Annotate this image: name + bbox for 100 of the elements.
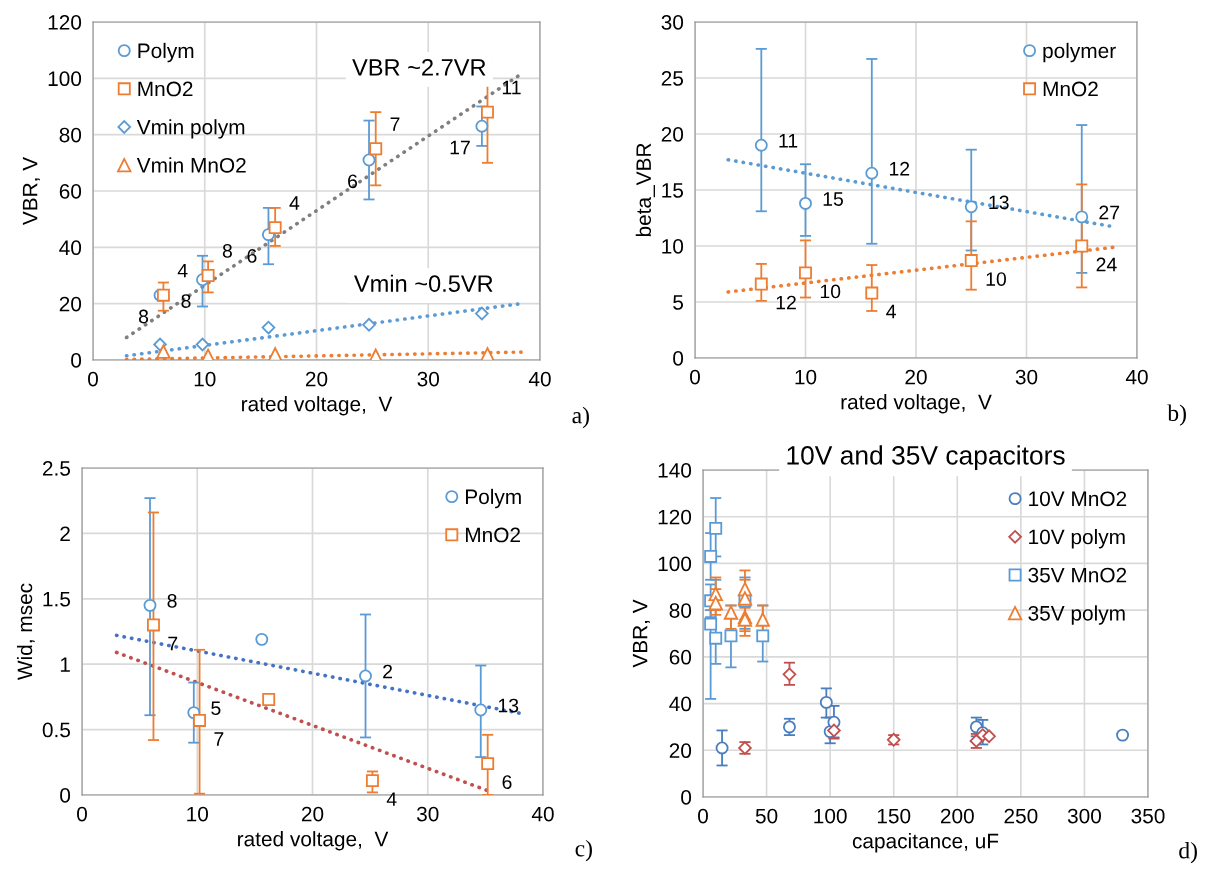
annotation: 12 [889,161,910,176]
x-tick-label: 40 [528,371,551,387]
annotation: 4 [886,304,896,319]
y-tick-label: 0.5 [42,722,71,738]
x-tick-label: 20 [301,806,324,822]
y-tick-label: 100 [48,71,82,87]
y-axis-title: VBR, V [22,156,40,226]
annotation: 4 [386,792,397,806]
annotation: VBR ~2.7VR [352,58,486,76]
annotation: 10 [986,272,1007,286]
legend-label: 35V MnO2 [1028,567,1127,583]
x-tick-label: 40 [531,806,554,822]
x-tick-label: 30 [1015,369,1038,385]
y-tick-label: 0 [71,353,82,368]
x-tick-label: 30 [417,371,440,387]
annotation: 8 [181,294,191,308]
x-tick-label: 0 [698,808,708,824]
annotation: 11 [502,80,521,95]
annotation: 2 [383,664,393,679]
annotation: 6 [348,174,358,189]
annotation: 6 [247,249,257,263]
x-axis-title: rated voltage, V [238,831,389,851]
x-tick-label: 30 [416,806,439,822]
y-tick-label: 80 [669,603,692,618]
y-tick-label: 0 [60,788,71,803]
y-tick-label: 2.5 [42,461,71,476]
annotation: 7 [214,732,224,746]
legend-label: 35V polym [1028,605,1125,625]
annotation: 10 [820,284,841,299]
x-axis-title: rated voltage, V [242,396,393,416]
legend-label: MnO2 [465,527,520,543]
text: b) [1167,404,1186,426]
x-axis-title: rated voltage, V [841,394,992,414]
annotation: 27 [1099,205,1120,220]
y-tick-label: 120 [48,15,82,30]
annotation: 15 [823,192,843,206]
y-tick-label: 20 [669,743,692,759]
annotation: 17 [450,140,470,155]
text: d) [1179,841,1197,864]
y-axis-title: Wid, msec [16,583,35,681]
annotation: 5 [211,701,221,716]
y-tick-label: 0 [681,790,692,805]
annotation: 8 [222,244,232,258]
x-tick-label: 20 [905,369,927,385]
x-tick-label: 350 [1131,808,1165,824]
legend-label: Polym [138,42,194,63]
y-tick-label: 2 [60,526,70,541]
y-axis-title: beta_VBR [635,143,655,237]
annotation: 11 [779,134,798,148]
legend-label: polymer [1043,42,1116,63]
y-tick-label: 100 [658,556,692,572]
y-tick-label: 60 [669,649,692,665]
x-tick-label: 10 [194,371,216,387]
y-tick-label: 40 [669,696,692,712]
x-tick-label: 200 [940,808,974,824]
y-tick-label: 80 [59,127,82,143]
annotation: 7 [390,117,400,131]
x-tick-label: 0 [88,371,98,387]
x-tick-label: 50 [755,808,778,824]
x-tick-label: 10 [187,806,209,822]
x-tick-label: 300 [1067,808,1101,824]
y-tick-label: 20 [661,127,684,142]
annotation: 8 [167,594,177,608]
legend-label: Vmin polym [136,119,245,139]
y-tick-label: 30 [661,15,684,30]
annotation: 4 [177,263,188,278]
annotation: 13 [498,698,519,713]
x-tick-label: 40 [1125,369,1148,385]
text: a) [572,406,589,429]
y-tick-label: 120 [658,509,692,525]
y-tick-label: 20 [59,296,82,312]
y-tick-label: 1 [60,657,70,672]
x-tick-label: 20 [305,371,328,387]
x-tick-label: 150 [877,808,911,824]
y-tick-label: 5 [673,295,684,310]
y-tick-label: 0 [673,351,684,366]
text: c) [575,839,592,862]
y-tick-label: 15 [662,183,684,198]
annotation: Vmin ~0.5VR [354,274,493,292]
annotation: 8 [138,309,149,324]
x-tick-label: 100 [814,808,847,824]
y-tick-label: 60 [59,184,82,199]
legend-label: Vmin MnO2 [136,157,246,173]
annotation: 13 [989,195,1009,210]
annotation: 12 [776,295,796,310]
annotation: 4 [289,196,300,210]
legend-label: 10V polym [1029,529,1125,549]
y-tick-label: 10 [662,239,684,254]
legend-label: 10V MnO2 [1029,491,1127,507]
chart-title: 10V and 35V capacitors [787,445,1065,470]
y-tick-label: 40 [59,240,82,256]
legend-label: MnO2 [138,81,193,97]
x-tick-label: 250 [1004,808,1038,824]
y-axis-title: VBR, V [632,599,650,668]
y-tick-label: 1.5 [43,592,71,607]
annotation: 6 [502,775,512,789]
annotation: 24 [1096,257,1117,272]
y-tick-label: 25 [661,71,684,86]
y-tick-label: 140 [658,463,692,478]
x-axis-title: capacitance, uF [852,833,999,853]
